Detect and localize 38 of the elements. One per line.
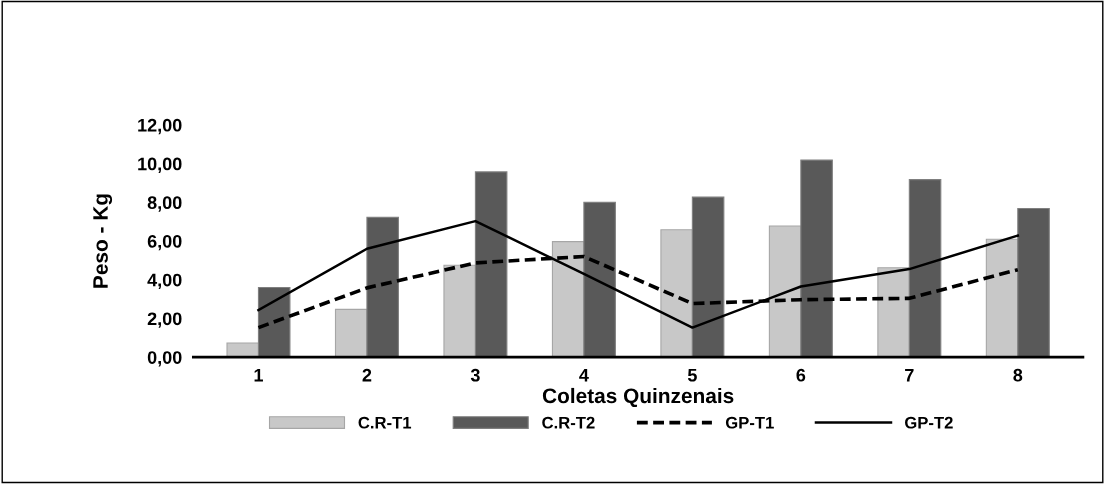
bar [985,238,1019,358]
legend-label: GP-T1 [725,416,774,429]
x-tick-label: 8 [1013,368,1023,382]
bar [443,264,476,358]
y-tick-label: 0,00 [147,351,182,367]
y-tick-label: 4,00 [147,273,182,290]
bar [226,342,260,358]
y-tick-label: 6,00 [147,234,182,251]
bar [1017,207,1050,358]
bar [800,159,833,358]
bar [660,229,693,358]
bar [257,286,291,358]
x-tick-label: 5 [687,368,697,382]
y-tick-label: 12,00 [138,118,182,135]
x-tick-label: 2 [362,368,372,382]
y-tick-label: 2,00 [147,312,182,328]
x-tick-label: 3 [470,368,480,382]
bar [768,225,802,358]
y-tick-label: 8,00 [147,196,182,212]
bar [334,308,368,358]
bar [691,196,725,358]
x-tick-label: 4 [579,368,589,382]
y-axis-title: Peso - Kg [93,194,113,288]
x-tick-label: 7 [905,368,914,382]
x-axis-title: Coletas Quinzenais [542,387,734,408]
bar [908,179,942,358]
bar [366,216,399,358]
bar [877,267,910,358]
legend-label: GP-T2 [905,416,953,429]
legend-label: C.R-T1 [358,416,412,429]
bar [474,171,508,358]
x-tick-label: 1 [254,368,263,382]
legend-label: C.R-T2 [542,416,595,429]
bar [583,201,616,358]
x-tick-label: 6 [796,368,806,382]
y-tick-label: 10,00 [138,157,182,173]
bar [551,241,585,358]
line-series [257,219,1020,329]
